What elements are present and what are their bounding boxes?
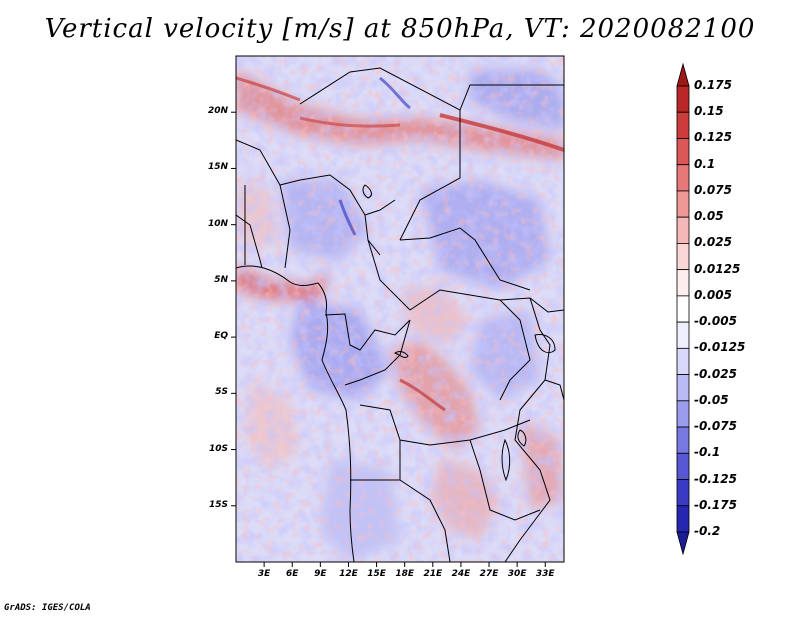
colorbar-level-label: -0.175 [694, 497, 737, 512]
colorbar-swatch [676, 243, 690, 271]
lon-tick-label: 12E [339, 569, 358, 579]
lat-tick-label: EQ [214, 331, 228, 342]
colorbar-level-label: 0.0125 [694, 261, 741, 276]
colorbar-swatch [676, 190, 690, 218]
colorbar-level-label: -0.025 [694, 366, 737, 381]
lon-tick-label: 24E [451, 569, 471, 579]
grads-credit: GrADS: IGES/COLA [4, 603, 91, 613]
colorbar-level-label: 0.1 [694, 156, 716, 171]
colorbar-level-label: 0.175 [694, 78, 732, 92]
colorbar-swatch [676, 505, 690, 533]
colorbar-swatch [676, 426, 690, 454]
colorbar-swatch [676, 138, 690, 166]
colorbar-level-label: 0.005 [694, 287, 732, 302]
map-title: Vertical velocity [m/s] at 850hPa, VT: 2… [44, 14, 756, 44]
colorbar-level-label: -0.1 [694, 445, 721, 460]
colorbar-swatch [676, 321, 690, 349]
lat-tick-label: 15N [207, 162, 228, 173]
country-borders [236, 67, 564, 562]
colorbar-swatch [676, 164, 690, 192]
colorbar-level-label: 0.15 [694, 104, 724, 119]
lat-tick-label: 5N [214, 274, 228, 285]
lon-tick-label: 27E [479, 569, 499, 579]
lon-tick-label: 21E [423, 569, 443, 579]
colorbar-level-label: -0.125 [694, 471, 737, 486]
colorbar-level-label: 0.025 [694, 235, 732, 250]
colorbar-swatch [676, 400, 690, 428]
colorbar-swatch [676, 216, 690, 244]
colorbar-swatch [676, 85, 690, 113]
lon-tick-label: 33E [535, 569, 555, 579]
colorbar-level-label: -0.05 [694, 392, 729, 407]
lat-tick-label: 15S [208, 499, 228, 510]
colorbar-swatch [676, 295, 690, 323]
lat-tick-label: 10S [208, 443, 228, 454]
lat-tick-label: 20N [207, 106, 228, 117]
lat-tick-label: 10N [207, 218, 228, 229]
colorbar-level-label: 0.075 [694, 182, 732, 197]
lon-tick-label: 6E [286, 569, 299, 579]
colorbar-swatch [676, 374, 690, 402]
lon-tick-label: 9E [314, 569, 327, 579]
map-frame [235, 55, 565, 563]
colorbar-swatch [676, 269, 690, 297]
colorbar-level-label: 0.125 [694, 130, 732, 145]
lon-tick-label: 18E [395, 569, 415, 579]
lat-tick-label: 5S [215, 387, 228, 398]
vertical-velocity-field [236, 56, 564, 562]
colorbar-top-arrow [676, 62, 690, 87]
colorbar-swatch [676, 479, 690, 507]
colorbar-level-label: -0.0125 [694, 340, 746, 355]
colorbar-level-label: -0.2 [694, 524, 721, 538]
lon-tick-label: 30E [507, 569, 527, 579]
colorbar [676, 62, 690, 556]
lon-tick-label: 15E [367, 569, 386, 579]
colorbar-level-label: -0.075 [694, 419, 737, 434]
latitude-ticks [231, 111, 236, 507]
longitude-ticks [263, 562, 546, 567]
lon-tick-label: 3E [257, 569, 271, 579]
colorbar-level-label: -0.005 [694, 314, 737, 329]
colorbar-swatch [676, 347, 690, 375]
colorbar-level-label: 0.05 [694, 209, 724, 224]
colorbar-swatch [676, 452, 690, 480]
colorbar-bottom-arrow [676, 531, 690, 556]
colorbar-swatch [676, 111, 690, 139]
